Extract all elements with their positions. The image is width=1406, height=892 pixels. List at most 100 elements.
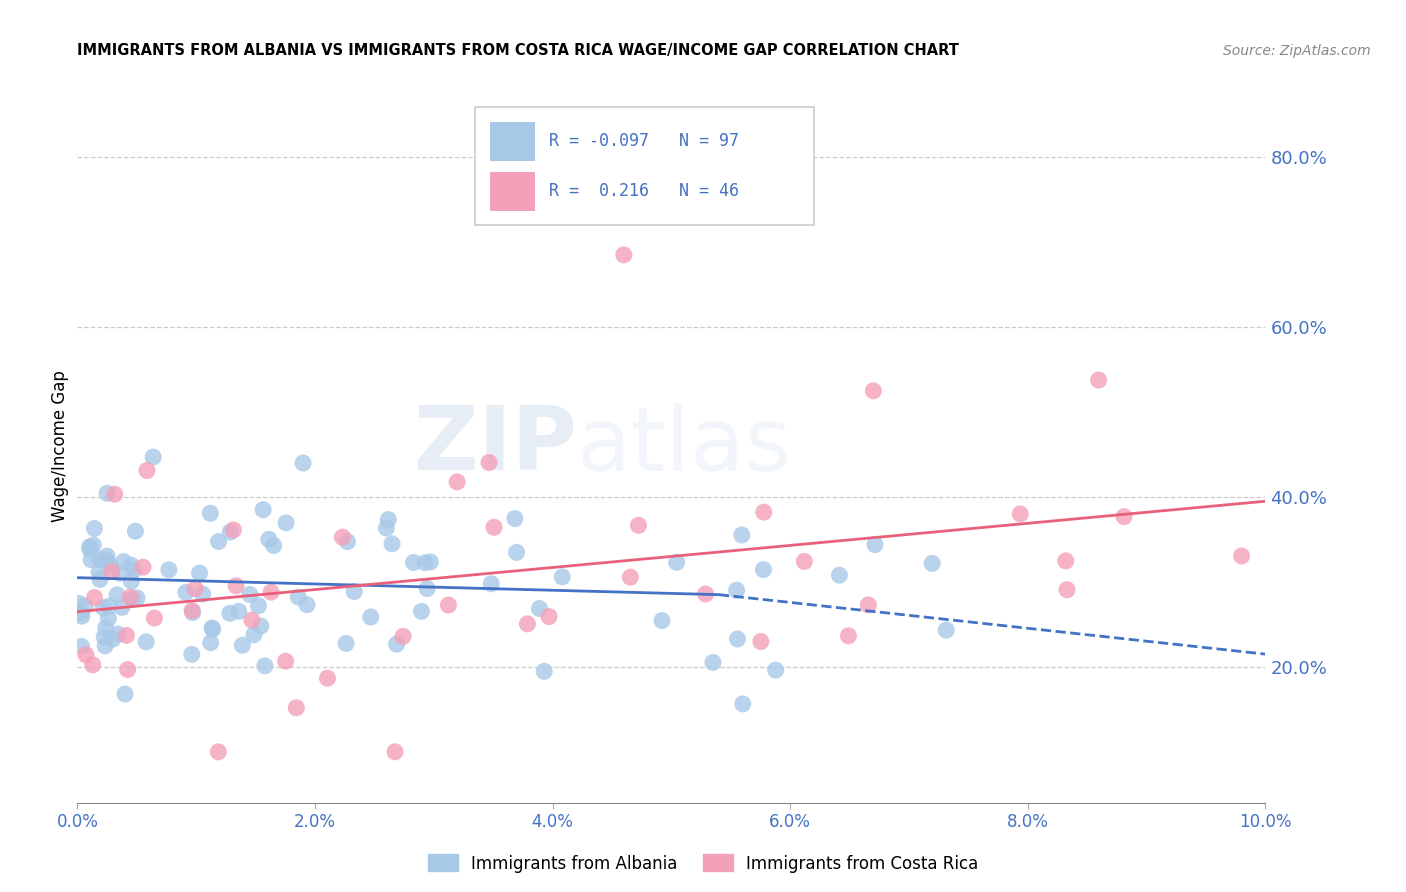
Point (1054, 554, 1077, 568)
Point (529, 601, 551, 615)
Point (665, 555, 688, 569)
Y-axis label: Wage/Income Gap: Wage/Income Gap (51, 370, 69, 522)
Point (862, 384, 884, 398)
Point (752, 505, 775, 519)
Point (101, 632, 124, 646)
Point (695, 587, 717, 601)
Point (749, 634, 772, 648)
Point (75, 648, 97, 662)
Point (79, 542, 101, 557)
Point (142, 450, 165, 464)
Point (478, 455, 501, 469)
Point (416, 582, 439, 596)
Point (243, 628, 266, 642)
Point (207, 534, 229, 549)
Point (98, 558, 121, 572)
Point (115, 628, 138, 642)
Point (725, 583, 748, 598)
Point (83, 591, 105, 605)
Point (132, 560, 155, 574)
Point (837, 629, 859, 643)
Point (516, 616, 538, 631)
Point (96, 549, 118, 563)
Point (343, 584, 366, 599)
Point (411, 604, 433, 618)
Point (257, 533, 280, 547)
Point (180, 648, 202, 662)
Point (1230, 549, 1253, 563)
Point (94, 621, 117, 635)
Point (231, 638, 253, 652)
Point (503, 511, 526, 525)
Point (377, 513, 399, 527)
Point (437, 598, 460, 612)
FancyBboxPatch shape (489, 171, 534, 211)
Point (70, 609, 93, 624)
Text: R =  0.216   N = 46: R = 0.216 N = 46 (548, 182, 740, 200)
Point (188, 566, 211, 580)
Point (181, 604, 204, 618)
Point (110, 566, 132, 581)
Point (1010, 507, 1032, 521)
Point (96, 553, 118, 567)
Point (385, 637, 408, 651)
Point (174, 585, 197, 599)
Point (828, 568, 851, 582)
Point (222, 523, 245, 537)
Point (122, 563, 145, 577)
Point (117, 663, 139, 677)
Point (228, 604, 250, 618)
Point (200, 636, 222, 650)
Point (75, 599, 97, 613)
Text: R = -0.097   N = 97: R = -0.097 N = 97 (548, 132, 740, 150)
Point (287, 590, 309, 604)
Point (402, 556, 425, 570)
Point (479, 576, 502, 591)
Point (201, 622, 224, 636)
Point (274, 516, 297, 530)
Point (125, 591, 148, 605)
Point (219, 607, 242, 621)
Point (80, 552, 103, 566)
Point (114, 687, 136, 701)
Point (70, 640, 93, 654)
Point (419, 555, 441, 569)
Text: IMMIGRANTS FROM ALBANIA VS IMMIGRANTS FROM COSTA RICA WAGE/INCOME GAP CORRELATIO: IMMIGRANTS FROM ALBANIA VS IMMIGRANTS FR… (77, 43, 959, 58)
Point (247, 599, 270, 613)
Point (538, 609, 561, 624)
Point (87, 565, 110, 579)
Point (101, 565, 124, 579)
Point (274, 654, 297, 668)
Point (935, 623, 957, 637)
Point (112, 555, 135, 569)
Point (551, 570, 574, 584)
Point (863, 538, 886, 552)
Point (651, 614, 673, 628)
Point (67, 596, 90, 610)
Point (413, 556, 436, 570)
Point (94, 639, 117, 653)
Point (181, 606, 204, 620)
FancyBboxPatch shape (489, 121, 534, 161)
Point (381, 537, 404, 551)
Point (89, 552, 111, 566)
Point (858, 598, 880, 612)
Point (240, 613, 263, 627)
Point (1087, 373, 1109, 387)
Point (252, 502, 274, 516)
Point (533, 665, 555, 679)
Text: Source: ZipAtlas.com: Source: ZipAtlas.com (1223, 44, 1371, 58)
Point (263, 539, 285, 553)
Point (253, 658, 276, 673)
Point (83, 521, 105, 535)
Point (239, 587, 262, 601)
FancyBboxPatch shape (475, 107, 814, 225)
Point (89, 572, 111, 586)
Point (157, 563, 180, 577)
Point (105, 588, 128, 602)
Point (135, 635, 157, 649)
Point (731, 697, 754, 711)
Legend: Immigrants from Albania, Immigrants from Costa Rica: Immigrants from Albania, Immigrants from… (422, 847, 984, 880)
Point (191, 587, 214, 601)
Point (184, 582, 207, 596)
